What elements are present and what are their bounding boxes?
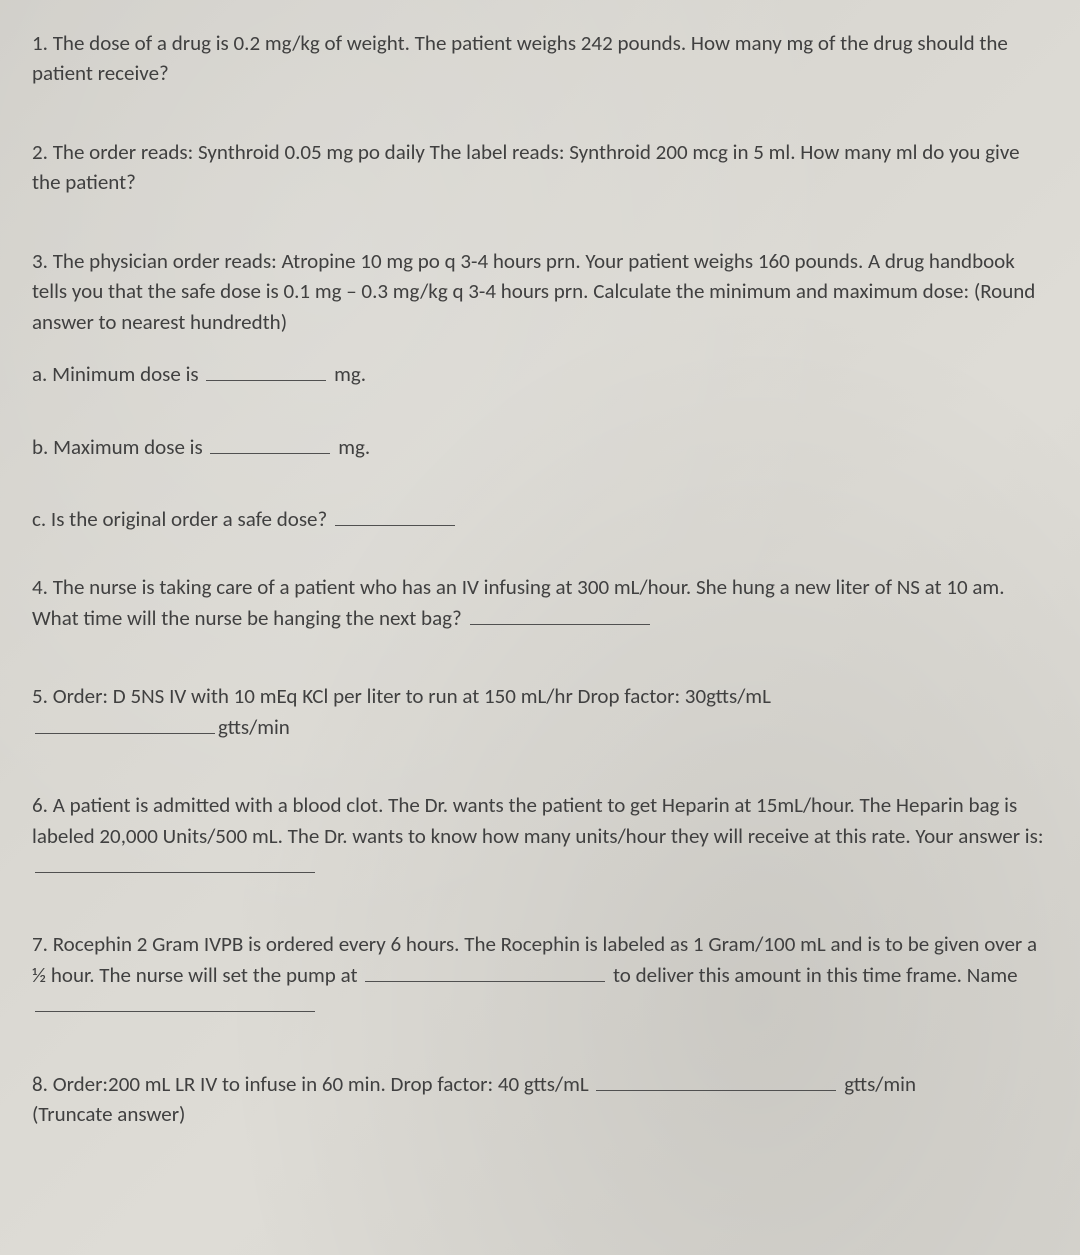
question-3a-suffix: mg. <box>329 361 366 387</box>
question-4: 4. The nurse is taking care of a patient… <box>32 572 1048 633</box>
question-3c-prefix: c. Is the original order a safe dose? <box>32 506 332 532</box>
blank-5[interactable] <box>35 713 215 734</box>
question-3a-prefix: a. Minimum dose is <box>32 361 203 387</box>
question-6: 6. A patient is admitted with a blood cl… <box>32 790 1048 881</box>
blank-7a[interactable] <box>365 961 605 982</box>
blank-3b[interactable] <box>210 433 330 454</box>
blank-3c[interactable] <box>335 505 455 526</box>
question-3b: b. Maximum dose is mg. <box>32 432 1048 462</box>
question-7: 7. Rocephin 2 Gram IVPB is ordered every… <box>32 929 1048 1020</box>
blank-8[interactable] <box>596 1070 836 1091</box>
question-1: 1. The dose of a drug is 0.2 mg/kg of we… <box>32 28 1048 89</box>
question-6-prefix: 6. A patient is admitted with a blood cl… <box>32 792 1043 848</box>
blank-6[interactable] <box>35 852 315 873</box>
question-1-text: 1. The dose of a drug is 0.2 mg/kg of we… <box>32 30 1008 86</box>
question-3: 3. The physician order reads: Atropine 1… <box>32 246 1048 535</box>
blank-3a[interactable] <box>206 360 326 381</box>
question-5-line1: 5. Order: D 5NS IV with 10 mEq KCl per l… <box>32 683 771 709</box>
question-8-prefix: 8. Order:200 mL LR IV to infuse in 60 mi… <box>32 1071 593 1097</box>
question-8-suffix: gtts/min <box>839 1071 916 1097</box>
blank-7b[interactable] <box>35 991 315 1012</box>
question-3a: a. Minimum dose is mg. <box>32 359 1048 389</box>
question-2: 2. The order reads: Synthroid 0.05 mg po… <box>32 137 1048 198</box>
question-5: 5. Order: D 5NS IV with 10 mEq KCl per l… <box>32 681 1048 742</box>
question-8-note: (Truncate answer) <box>32 1101 185 1127</box>
question-3b-suffix: mg. <box>333 434 370 460</box>
question-3c: c. Is the original order a safe dose? <box>32 504 1048 534</box>
question-7-part2: to deliver this amount in this time fram… <box>608 962 1017 988</box>
question-2-text: 2. The order reads: Synthroid 0.05 mg po… <box>32 139 1020 195</box>
question-3-text: 3. The physician order reads: Atropine 1… <box>32 248 1035 335</box>
question-5-suffix: gtts/min <box>218 714 290 740</box>
blank-4[interactable] <box>470 604 650 625</box>
question-8: 8. Order:200 mL LR IV to infuse in 60 mi… <box>32 1069 1048 1130</box>
question-3b-prefix: b. Maximum dose is <box>32 434 207 460</box>
